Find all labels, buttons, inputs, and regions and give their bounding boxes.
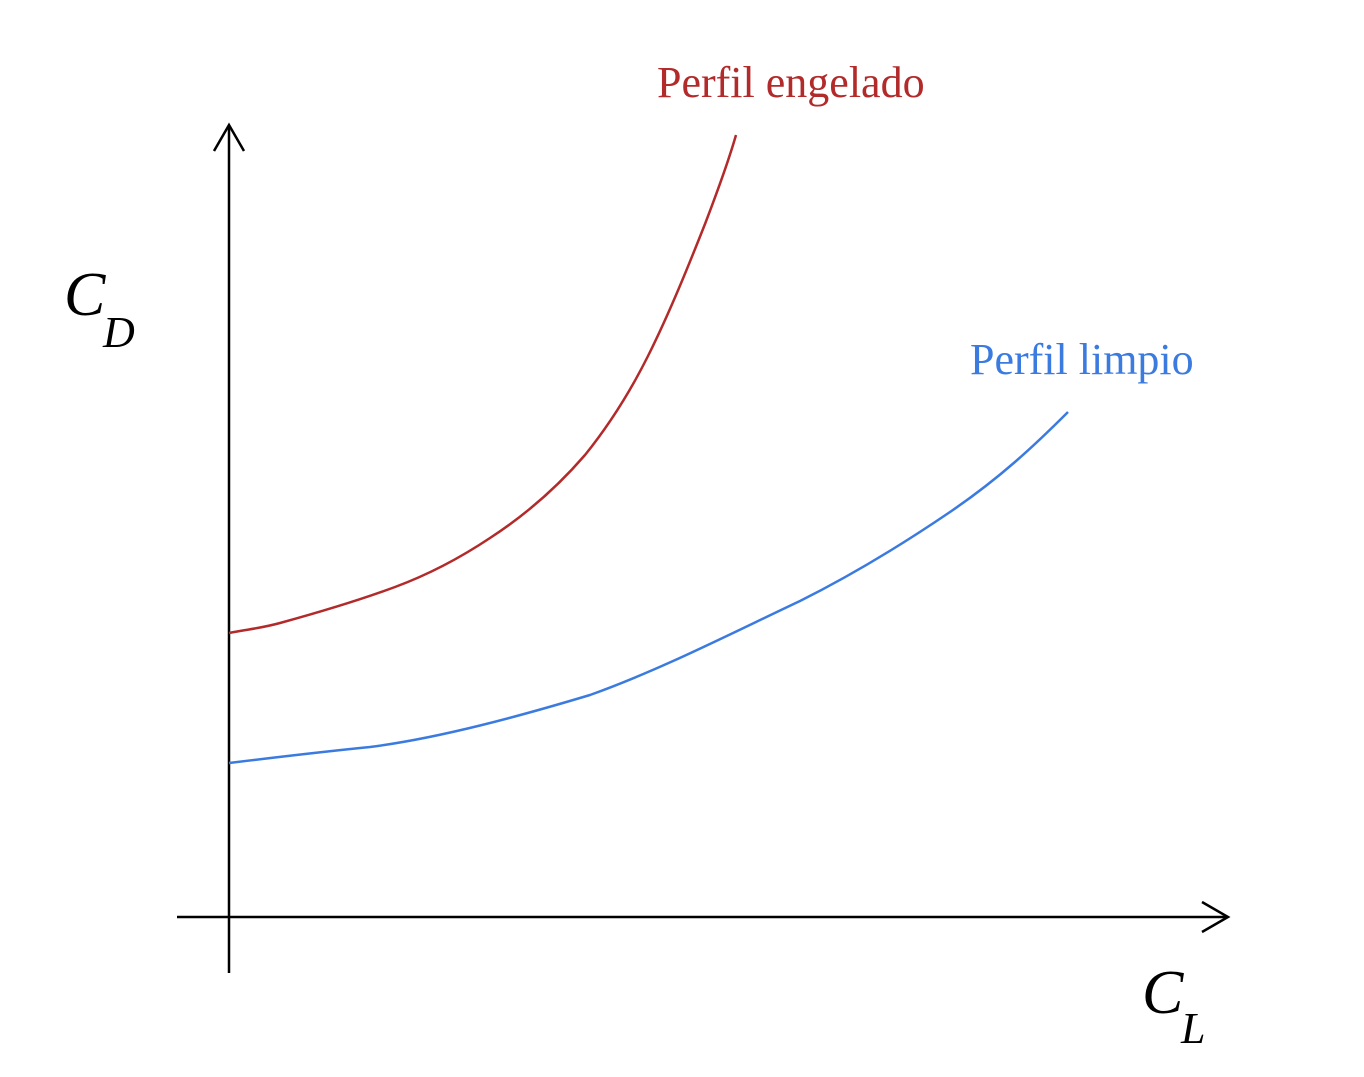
iced-curve — [228, 134, 738, 635]
clean-label: Perfil limpio — [970, 335, 1194, 384]
y-axis-arrow — [212, 122, 246, 152]
x-axis-subscript: L — [1180, 1004, 1205, 1053]
iced-label: Perfil engelado — [657, 58, 925, 107]
axes — [177, 122, 1231, 973]
x-axis-arrow — [1201, 900, 1231, 934]
x-axis-symbol: C — [1142, 959, 1184, 1027]
y-axis-subscript: D — [102, 308, 135, 357]
y-axis-symbol: C — [64, 261, 106, 329]
clean-curve — [228, 411, 1069, 765]
